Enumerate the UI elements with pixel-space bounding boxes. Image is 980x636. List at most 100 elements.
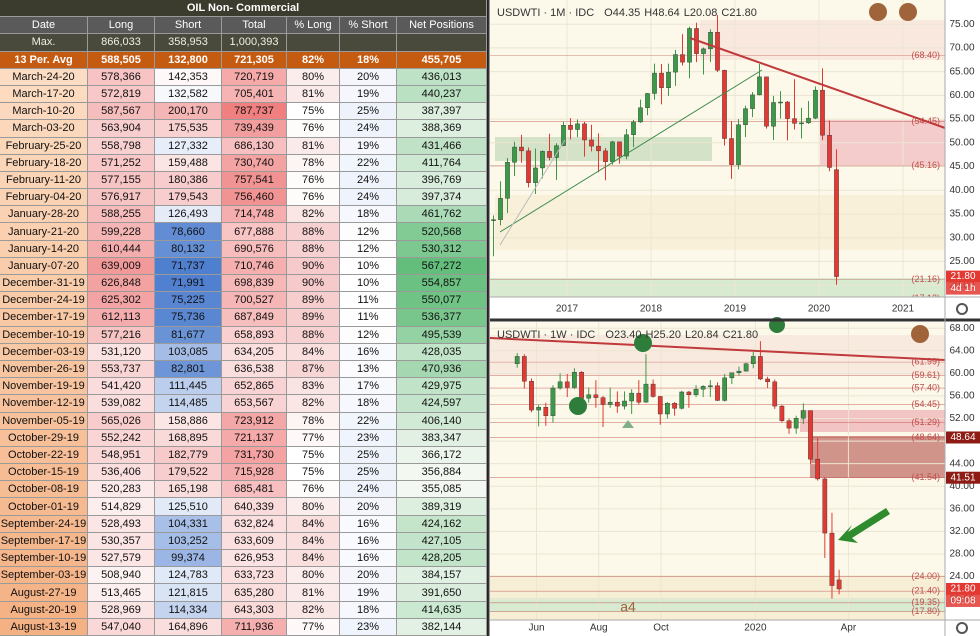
value-cell: 721,137 (222, 429, 287, 447)
date-cell: February-11-20 (0, 171, 88, 190)
countdown-bg (946, 594, 980, 607)
value-cell: 690,576 (222, 240, 287, 258)
avg-cell: 82% (287, 51, 340, 69)
value-cell: 84% (287, 550, 340, 568)
price-tag-label: 21.80 (950, 584, 975, 595)
candle-body (815, 458, 821, 480)
value-cell: 610,444 (88, 240, 155, 258)
value-cell: 658,893 (222, 326, 287, 344)
candle-body (708, 32, 713, 50)
settings-icon[interactable] (956, 303, 968, 315)
value-cell: 554,857 (397, 275, 487, 293)
candle-body (736, 124, 741, 165)
y-tick-label: 36.00 (949, 503, 974, 514)
value-cell: 384,157 (397, 567, 487, 585)
drawings: a4 (489, 3, 946, 615)
date-cell: September-17-19 (0, 532, 88, 551)
value-cell: 572,819 (88, 85, 155, 104)
value-cell: 81% (287, 584, 340, 602)
ohlc-label: H25.20 (645, 329, 680, 341)
value-cell: 553,737 (88, 360, 155, 379)
value-cell: 76% (287, 189, 340, 207)
settings-icon[interactable] (956, 622, 968, 634)
value-cell: 75% (287, 464, 340, 482)
value-cell: 19% (340, 584, 397, 602)
value-cell: 77% (287, 618, 340, 636)
candle-body (778, 101, 783, 104)
ohlc-label: C21.80 (723, 329, 758, 341)
date-cell: March-17-20 (0, 85, 88, 104)
value-cell: 685,481 (222, 481, 287, 499)
value-cell: 383,347 (397, 429, 487, 447)
level-label: (17.12) (911, 293, 940, 303)
candle-body (519, 146, 524, 152)
candle-body (693, 388, 699, 396)
value-cell: 388,369 (397, 120, 487, 138)
value-cell: 640,339 (222, 498, 287, 516)
value-cell: 643,303 (222, 601, 287, 619)
trend-line (499, 139, 566, 246)
value-cell: 142,353 (155, 68, 222, 86)
value-cell: 391,650 (397, 584, 487, 602)
value-cell: 470,936 (397, 360, 487, 379)
value-cell: 158,886 (155, 412, 222, 430)
value-cell: 633,609 (222, 532, 287, 551)
value-cell: 75% (287, 103, 340, 121)
value-cell: 539,082 (88, 395, 155, 413)
value-cell: 10% (340, 257, 397, 276)
value-cell: 179,522 (155, 464, 222, 482)
value-cell: 356,884 (397, 464, 487, 482)
y-tick-label: 60.00 (949, 368, 974, 379)
value-cell: 89% (287, 292, 340, 310)
candle-body (750, 356, 756, 364)
value-cell: 710,746 (222, 257, 287, 276)
value-cell: 578,366 (88, 68, 155, 86)
value-cell: 25% (340, 103, 397, 121)
candle-body (834, 169, 839, 277)
candle-body (765, 378, 770, 383)
value-cell: 730,740 (222, 154, 287, 172)
y-tick-label: 68.00 (949, 323, 974, 334)
candle-body (579, 372, 584, 399)
level-label: (24.00) (911, 571, 940, 581)
value-cell: 24% (340, 481, 397, 499)
y-tick-label: 35.00 (949, 209, 974, 220)
date-cell: September-10-19 (0, 550, 88, 568)
value-cell: 565,026 (88, 412, 155, 430)
value-cell: 24% (340, 189, 397, 207)
value-cell: 78% (287, 412, 340, 430)
value-cell: 83% (287, 378, 340, 396)
candle-body (665, 403, 670, 415)
zone (810, 436, 945, 478)
value-cell: 536,377 (397, 309, 487, 327)
candle-body (547, 151, 552, 158)
value-cell: 121,815 (155, 584, 222, 602)
value-cell: 80% (287, 498, 340, 516)
max-cell (397, 34, 487, 52)
value-cell: 180,386 (155, 171, 222, 190)
value-cell: 81,677 (155, 326, 222, 344)
candle-body (822, 478, 828, 534)
value-cell: 520,283 (88, 481, 155, 499)
candle-body (722, 70, 727, 139)
candle-body (700, 386, 706, 390)
trend-line (499, 69, 763, 233)
value-cell: 114,334 (155, 601, 222, 619)
value-cell: 84% (287, 343, 340, 361)
value-cell: 16% (340, 550, 397, 568)
table-title: OIL Non- Commercial (0, 0, 487, 18)
value-cell: 24% (340, 171, 397, 190)
avg-cell: 588,505 (88, 51, 155, 69)
candle-body (631, 121, 636, 135)
zone (800, 410, 945, 432)
value-cell: 24% (340, 120, 397, 138)
candle-body (750, 94, 755, 109)
value-cell: 513,465 (88, 584, 155, 602)
value-cell: 389,319 (397, 498, 487, 516)
value-cell: 80% (287, 68, 340, 86)
price-tag-label: 21.80 (950, 271, 975, 282)
value-cell: 76% (287, 481, 340, 499)
value-cell: 16% (340, 343, 397, 361)
value-cell: 82% (287, 395, 340, 413)
